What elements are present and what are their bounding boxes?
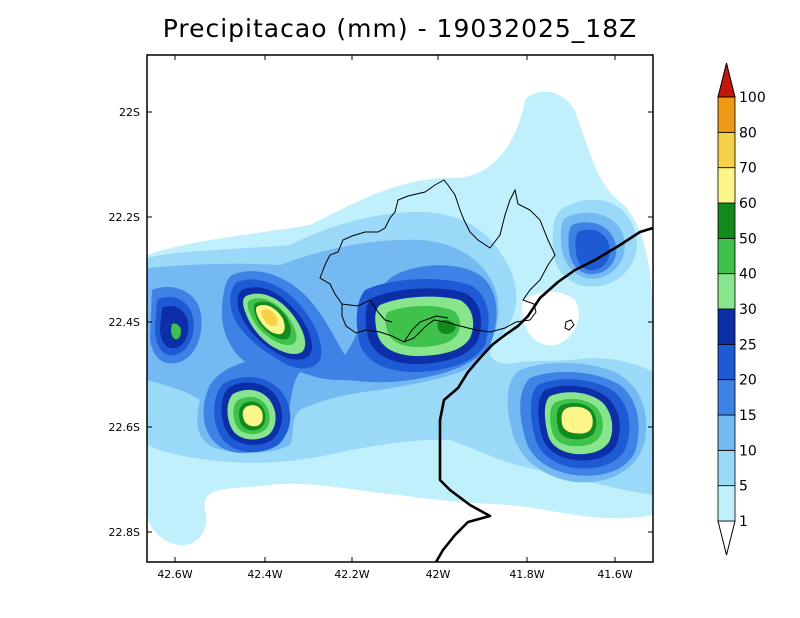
coastline [434, 226, 653, 562]
colorbar-swatch [717, 379, 736, 416]
colorbar-level-label: 20 [739, 373, 757, 389]
colorbar-lower-arrow [717, 520, 736, 556]
colorbar-swatch [717, 167, 736, 204]
colorbar-upper-arrow [717, 62, 736, 98]
colorbar-level-label: 25 [739, 337, 757, 353]
y-tick-label: 22S [119, 106, 140, 119]
x-axis-ticks [174, 55, 616, 562]
x-tick-label: 41.6W [597, 568, 632, 581]
colorbar-level-label: 10 [739, 443, 757, 459]
colorbar-level-label: 15 [739, 408, 757, 424]
colorbar-swatch [717, 202, 736, 239]
x-tick-label: 42W [426, 568, 451, 581]
colorbar-swatch [717, 485, 736, 522]
x-tick-label: 41.8W [509, 568, 544, 581]
map-title: Precipitacao (mm) - 19032025_18Z [162, 14, 638, 43]
colorbar-swatch [717, 237, 736, 275]
colorbar-swatch [717, 414, 736, 451]
y-tick-label: 22.8S [109, 526, 140, 539]
colorbar-swatch [717, 308, 736, 345]
colorbar-level-label: 30 [739, 302, 757, 318]
colorbar-level-label: 80 [739, 125, 757, 141]
colorbar-swatch [717, 96, 736, 133]
y-tick-label: 22.4S [109, 316, 140, 329]
municipal-boundary [319, 179, 575, 343]
colorbar-level-label: 60 [739, 196, 757, 212]
colorbar-level-label: 100 [739, 90, 766, 106]
colorbar-level-label: 50 [739, 231, 757, 247]
contour-level-70 [260, 309, 278, 326]
x-tick-label: 42.6W [157, 568, 192, 581]
colorbar-swatch [717, 449, 736, 487]
colorbar-level-label: 70 [739, 161, 757, 177]
colorbar-level-label: 40 [739, 267, 757, 283]
x-tick-label: 42.4W [247, 568, 282, 581]
map-frame [146, 54, 654, 563]
precipitation-field [147, 91, 653, 546]
colorbar-level-label: 1 [739, 514, 748, 530]
colorbar-swatch [717, 273, 736, 310]
colorbar-swatch [717, 343, 736, 381]
x-tick-label: 42.2W [334, 568, 369, 581]
colorbar-swatch [717, 131, 736, 169]
y-tick-label: 22.6S [109, 421, 140, 434]
y-axis-ticks [147, 111, 653, 533]
y-tick-label: 22.2S [109, 211, 140, 224]
colorbar-level-label: 5 [739, 479, 748, 495]
